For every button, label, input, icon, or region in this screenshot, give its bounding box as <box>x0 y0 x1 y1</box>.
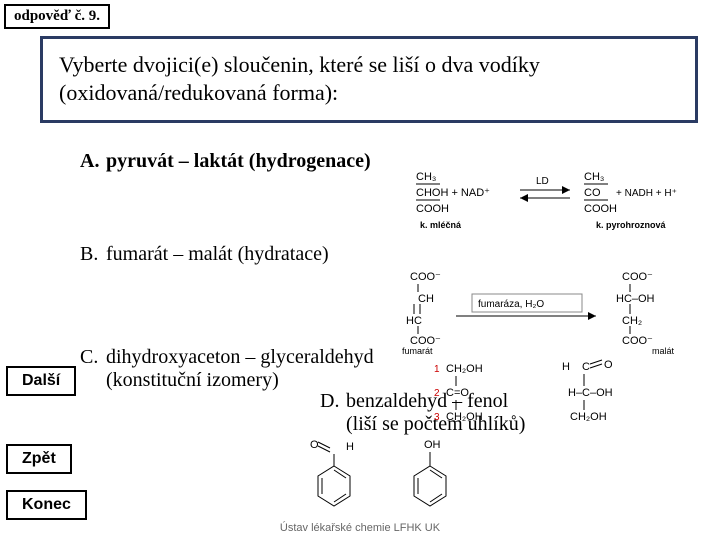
chem4-svg: O H OH <box>296 436 516 524</box>
svg-text:fumaráza, H₂O: fumaráza, H₂O <box>478 299 544 310</box>
svg-text:O: O <box>310 439 319 451</box>
header-text: odpověď č. 9. <box>14 8 100 24</box>
svg-text:COO⁻: COO⁻ <box>622 271 653 283</box>
question-box: Vyberte dvojici(e) sloučenin, které se l… <box>40 36 698 123</box>
svg-text:H–C–OH: H–C–OH <box>568 387 613 399</box>
svg-text:2: 2 <box>434 388 440 399</box>
chem-reaction-1: CH₃ CHOH + NAD⁺ COOH k. mléčná LD CH₃ CO… <box>410 168 710 241</box>
option-c-text2: (konstituční izomery) <box>106 369 279 391</box>
answer-header: odpověď č. 9. <box>4 4 110 29</box>
svg-text:CH₂OH: CH₂OH <box>446 411 483 423</box>
option-b: B.fumarát – malát (hydratace) <box>80 243 698 266</box>
end-label: Konec <box>22 496 71 513</box>
svg-text:HC: HC <box>406 315 422 327</box>
svg-text:CH: CH <box>418 293 434 305</box>
chem2-svg: COO⁻ CH HC COO⁻ fumarát fumaráza, H₂O CO… <box>400 268 710 354</box>
next-button[interactable]: Další <box>6 366 76 396</box>
chem3-svg: 1 CH₂OH 2 C=O 3 CH₂OH C O H H–C–OH CH₂OH <box>432 358 692 438</box>
next-label: Další <box>22 372 60 389</box>
svg-text:C: C <box>582 361 590 373</box>
option-b-letter: B. <box>80 243 106 266</box>
option-c-letter: C. <box>80 346 106 369</box>
svg-text:+ NADH + H⁺: + NADH + H⁺ <box>616 188 677 199</box>
svg-text:malát: malát <box>652 346 675 354</box>
option-a-text: pyruvát – laktát (hydrogenace) <box>106 150 371 172</box>
svg-text:C=O: C=O <box>446 387 469 399</box>
svg-text:OH: OH <box>424 439 441 451</box>
svg-text:CO: CO <box>584 187 601 199</box>
svg-text:COO⁻: COO⁻ <box>410 271 441 283</box>
svg-text:CH₃: CH₃ <box>416 171 436 183</box>
option-d-letter: D. <box>320 390 346 413</box>
svg-text:3: 3 <box>434 412 440 423</box>
question-text: Vyberte dvojici(e) sloučenin, které se l… <box>59 51 679 106</box>
svg-text:O: O <box>604 359 613 371</box>
option-b-text: fumarát – malát (hydratace) <box>106 243 329 265</box>
svg-text:H: H <box>346 441 354 453</box>
end-button[interactable]: Konec <box>6 490 87 520</box>
svg-text:COOH: COOH <box>416 203 449 215</box>
svg-text:fumarát: fumarát <box>402 346 433 354</box>
back-label: Zpět <box>22 450 56 467</box>
svg-text:CH₂: CH₂ <box>622 315 642 327</box>
svg-text:H: H <box>562 361 570 373</box>
svg-text:LD: LD <box>536 176 549 187</box>
svg-text:HC–OH: HC–OH <box>616 293 655 305</box>
back-button[interactable]: Zpět <box>6 444 72 474</box>
option-a-letter: A. <box>80 150 106 173</box>
svg-text:COO⁻: COO⁻ <box>622 335 653 347</box>
option-c-text1: dihydroxyaceton – glyceraldehyd <box>106 346 374 368</box>
svg-text:CH₂OH: CH₂OH <box>446 363 483 375</box>
chem-reaction-4: O H OH <box>296 436 516 527</box>
svg-text:CH₃: CH₃ <box>584 171 604 183</box>
svg-text:COOH: COOH <box>584 203 617 215</box>
svg-text:k. mléčná: k. mléčná <box>420 220 462 230</box>
svg-text:CH₂OH: CH₂OH <box>570 411 607 423</box>
svg-text:1: 1 <box>434 364 440 375</box>
svg-text:CHOH + NAD⁺: CHOH + NAD⁺ <box>416 187 490 199</box>
footer-text: Ústav lékařské chemie LFHK UK <box>280 522 440 534</box>
chem1-svg: CH₃ CHOH + NAD⁺ COOH k. mléčná LD CH₃ CO… <box>410 168 710 238</box>
svg-text:k. pyrohroznová: k. pyrohroznová <box>596 220 667 230</box>
footer: Ústav lékařské chemie LFHK UK <box>0 522 720 534</box>
chem-reaction-3: 1 CH₂OH 2 C=O 3 CH₂OH C O H H–C–OH CH₂OH <box>432 358 692 441</box>
chem-reaction-2: COO⁻ CH HC COO⁻ fumarát fumaráza, H₂O CO… <box>400 268 710 357</box>
